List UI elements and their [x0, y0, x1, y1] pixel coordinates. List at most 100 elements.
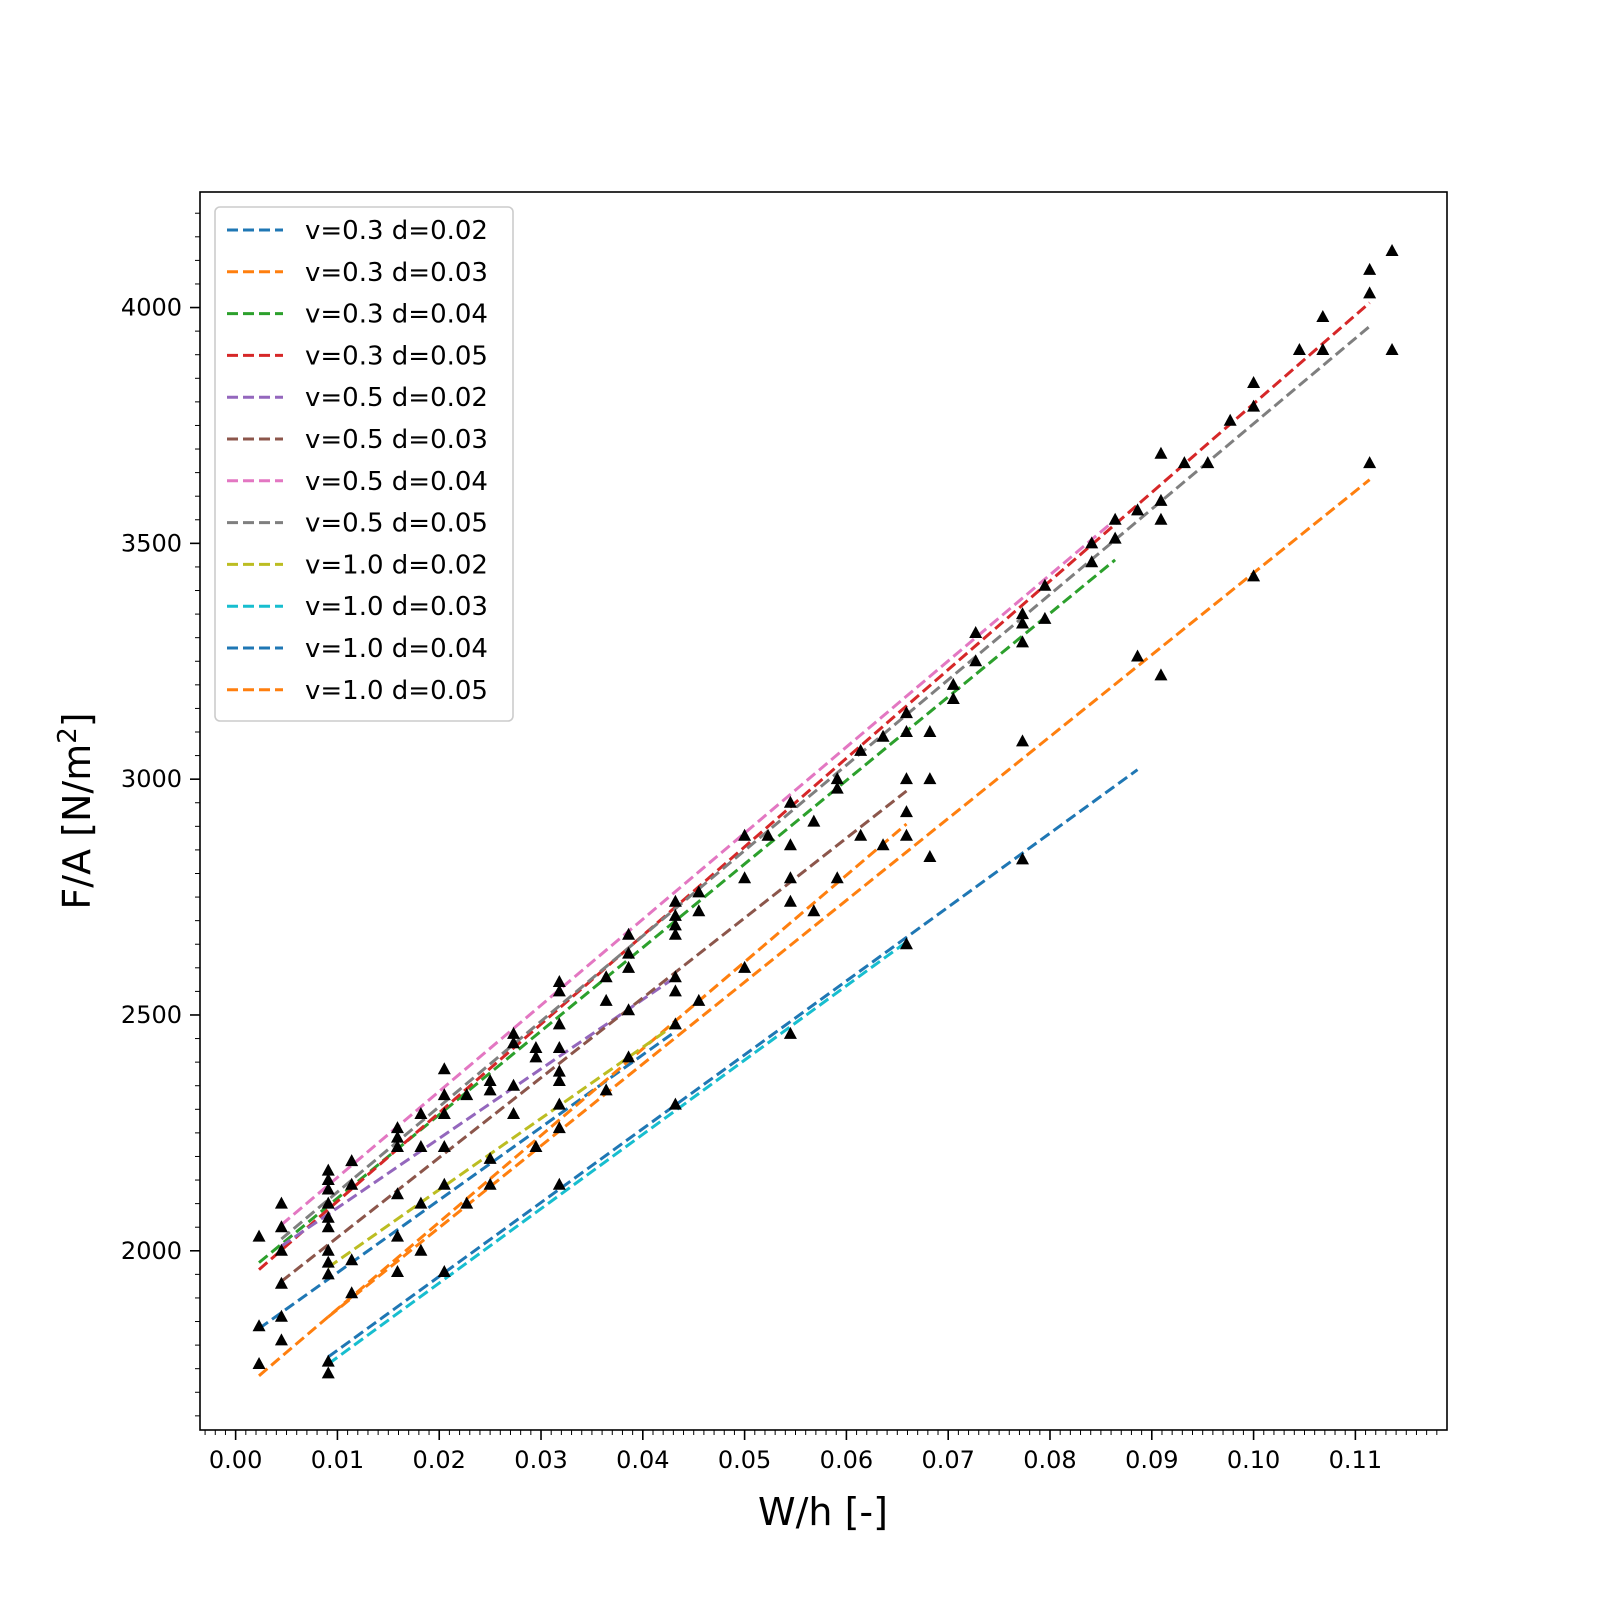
- data-point: [1154, 512, 1168, 525]
- data-point: [507, 1026, 521, 1039]
- data-point: [321, 1163, 335, 1176]
- data-point: [529, 1040, 543, 1053]
- legend-entry-label: v=1.0 d=0.02: [305, 550, 488, 580]
- data-point: [483, 1083, 497, 1096]
- x-axis-label: W/h [-]: [758, 1490, 888, 1534]
- data-point: [483, 1151, 497, 1164]
- data-point: [692, 993, 706, 1006]
- data-point: [622, 1003, 636, 1016]
- y-tick-label: 2000: [121, 1237, 182, 1265]
- data-point: [321, 1366, 335, 1379]
- data-point: [483, 1074, 497, 1087]
- data-point: [252, 1229, 266, 1242]
- data-point: [622, 960, 636, 973]
- data-point: [738, 828, 752, 841]
- y-axis-label-superscript: 2: [53, 727, 83, 744]
- data-point: [1247, 376, 1261, 389]
- legend-entry-label: v=0.3 d=0.04: [305, 300, 488, 330]
- data-point: [552, 1040, 566, 1053]
- data-point: [1016, 734, 1030, 747]
- data-point: [1038, 578, 1052, 591]
- series-line: [258, 822, 908, 1377]
- data-point: [390, 1140, 404, 1153]
- data-point: [274, 1196, 288, 1209]
- data-point: [783, 894, 797, 907]
- data-point: [460, 1196, 474, 1209]
- data-point: [529, 1050, 543, 1063]
- data-point: [1131, 649, 1145, 662]
- data-point: [507, 1036, 521, 1049]
- data-point: [668, 908, 682, 921]
- data-point: [899, 725, 913, 738]
- y-axis-label-end: ]: [55, 712, 99, 727]
- data-point: [1154, 493, 1168, 506]
- data-point: [876, 729, 890, 742]
- data-point: [1085, 536, 1099, 549]
- x-tick-label: 0.05: [718, 1446, 771, 1474]
- data-point: [274, 1276, 288, 1289]
- data-point: [1247, 399, 1261, 412]
- data-point: [668, 1017, 682, 1030]
- data-point: [923, 849, 937, 862]
- data-point: [321, 1354, 335, 1367]
- y-tick-label: 3500: [121, 529, 182, 557]
- data-point: [1108, 512, 1122, 525]
- data-point: [783, 838, 797, 851]
- legend-entry-label: v=0.5 d=0.05: [305, 509, 488, 539]
- data-point: [1016, 607, 1030, 620]
- data-point: [437, 1088, 451, 1101]
- series-line: [327, 940, 908, 1366]
- data-point: [668, 918, 682, 931]
- data-point: [1385, 243, 1399, 256]
- data-point: [1201, 456, 1215, 469]
- data-point: [529, 1140, 543, 1153]
- data-point: [321, 1196, 335, 1209]
- data-point: [1085, 555, 1099, 568]
- data-point: [437, 1140, 451, 1153]
- data-point: [437, 1177, 451, 1190]
- x-tick-label: 0.10: [1227, 1446, 1280, 1474]
- data-point: [1223, 413, 1237, 426]
- data-point: [668, 894, 682, 907]
- data-point: [321, 1182, 335, 1195]
- x-tick-label: 0.09: [1125, 1446, 1178, 1474]
- data-point: [1108, 531, 1122, 544]
- data-point: [599, 970, 613, 983]
- data-point: [414, 1107, 428, 1120]
- data-point: [437, 1107, 451, 1120]
- data-point: [345, 1253, 359, 1266]
- data-point: [390, 1121, 404, 1134]
- data-point: [1131, 503, 1145, 516]
- legend-entry-label: v=0.3 d=0.02: [305, 216, 488, 246]
- legend-entry-label: v=1.0 d=0.04: [305, 634, 488, 664]
- series-line: [258, 558, 1117, 1264]
- data-point: [390, 1130, 404, 1143]
- data-point: [1316, 309, 1330, 322]
- data-point: [783, 871, 797, 884]
- data-point: [668, 970, 682, 983]
- data-point: [390, 1265, 404, 1278]
- plot-frame: [199, 191, 1448, 1431]
- data-point: [345, 1286, 359, 1299]
- data-point: [969, 625, 983, 638]
- data-point: [414, 1196, 428, 1209]
- series-line: [280, 789, 908, 1283]
- data-point: [692, 904, 706, 917]
- x-tick-label: 0.08: [1023, 1446, 1076, 1474]
- data-point: [1363, 262, 1377, 275]
- data-point: [783, 795, 797, 808]
- data-point: [552, 1017, 566, 1030]
- data-point: [1038, 611, 1052, 624]
- legend-box: [214, 206, 514, 722]
- data-point: [552, 974, 566, 987]
- data-point: [274, 1243, 288, 1256]
- series-line: [327, 768, 1139, 1359]
- data-point: [969, 654, 983, 667]
- x-tick-label: 0.03: [514, 1446, 567, 1474]
- data-point: [738, 871, 752, 884]
- data-point: [830, 871, 844, 884]
- data-point: [761, 828, 775, 841]
- x-tick-label: 0.04: [616, 1446, 669, 1474]
- data-point: [345, 1177, 359, 1190]
- data-point: [321, 1255, 335, 1268]
